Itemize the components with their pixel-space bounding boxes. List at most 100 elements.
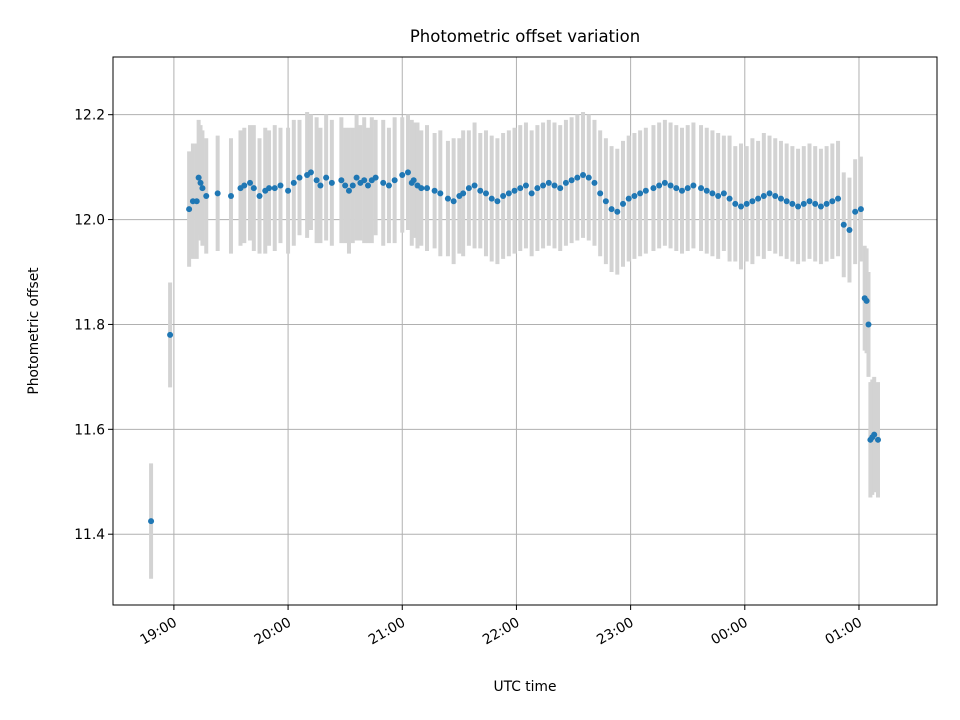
data-point xyxy=(812,200,819,207)
data-point xyxy=(551,182,558,189)
data-point xyxy=(494,198,501,205)
data-point xyxy=(505,190,512,197)
data-point xyxy=(450,198,457,205)
data-point xyxy=(511,187,518,194)
data-point xyxy=(195,174,202,181)
data-point xyxy=(328,179,335,186)
data-point xyxy=(760,192,767,199)
data-point xyxy=(545,179,552,186)
data-point xyxy=(789,200,796,207)
x-axis-label: UTC time xyxy=(494,679,557,695)
data-point xyxy=(437,190,444,197)
data-point xyxy=(557,185,564,192)
data-point xyxy=(852,208,859,215)
data-point xyxy=(865,321,872,328)
data-point xyxy=(703,187,710,194)
data-point xyxy=(715,192,722,199)
data-point xyxy=(431,187,438,194)
data-point xyxy=(709,190,716,197)
data-point xyxy=(625,195,632,202)
data-point xyxy=(795,203,802,210)
data-point xyxy=(418,185,425,192)
data-point xyxy=(829,198,836,205)
data-point xyxy=(871,431,878,438)
data-point xyxy=(247,179,254,186)
data-point xyxy=(296,174,303,181)
data-point xyxy=(772,192,779,199)
data-point xyxy=(372,174,379,181)
data-point xyxy=(602,198,609,205)
data-point xyxy=(404,169,411,176)
data-point xyxy=(743,200,750,207)
data-point xyxy=(342,182,349,189)
data-point xyxy=(241,182,248,189)
data-point xyxy=(823,200,830,207)
data-point xyxy=(642,187,649,194)
data-point xyxy=(167,331,174,338)
data-point xyxy=(307,169,314,176)
data-point xyxy=(477,187,484,194)
data-point xyxy=(817,203,824,210)
data-point xyxy=(266,185,273,192)
data-point xyxy=(631,192,638,199)
data-point xyxy=(766,190,773,197)
data-point xyxy=(656,182,663,189)
data-point xyxy=(471,182,478,189)
data-point xyxy=(806,198,813,205)
data-point xyxy=(684,185,691,192)
data-point xyxy=(673,185,680,192)
data-point xyxy=(597,190,604,197)
y-axis-label: Photometric offset xyxy=(26,267,42,395)
data-point xyxy=(690,182,697,189)
data-point xyxy=(317,182,324,189)
data-point xyxy=(199,185,206,192)
data-point xyxy=(585,174,592,181)
data-point xyxy=(562,179,569,186)
data-points xyxy=(148,169,882,525)
chart-title: Photometric offset variation xyxy=(410,27,640,46)
data-point xyxy=(277,182,284,189)
data-point xyxy=(391,177,398,184)
data-point xyxy=(568,177,575,184)
data-point xyxy=(574,174,581,181)
data-point xyxy=(399,171,406,178)
data-point xyxy=(465,185,472,192)
data-point xyxy=(667,182,674,189)
data-point xyxy=(840,221,847,228)
data-point xyxy=(186,206,193,213)
data-point xyxy=(534,185,541,192)
data-point xyxy=(271,185,278,192)
data-point xyxy=(737,203,744,210)
data-point xyxy=(726,195,733,202)
data-point xyxy=(214,190,221,197)
data-point xyxy=(678,187,685,194)
data-point xyxy=(488,195,495,202)
data-point xyxy=(345,187,352,194)
data-point xyxy=(349,182,356,189)
data-point xyxy=(365,182,372,189)
data-point xyxy=(290,179,297,186)
data-point xyxy=(720,190,727,197)
data-point xyxy=(197,179,204,186)
data-point xyxy=(857,206,864,213)
data-point xyxy=(500,192,507,199)
data-point xyxy=(410,177,417,184)
data-point xyxy=(522,182,529,189)
data-point xyxy=(380,179,387,186)
data-point xyxy=(777,195,784,202)
y-tick-label: 12.2 xyxy=(74,108,105,124)
data-point xyxy=(528,190,535,197)
data-point xyxy=(749,198,756,205)
data-point xyxy=(608,206,615,213)
data-point xyxy=(517,185,524,192)
data-point xyxy=(148,518,155,525)
data-point xyxy=(460,190,467,197)
data-point xyxy=(580,171,587,178)
data-point xyxy=(875,436,882,443)
data-point xyxy=(423,185,430,192)
data-point xyxy=(846,227,853,234)
data-point xyxy=(338,177,345,184)
data-point xyxy=(755,195,762,202)
